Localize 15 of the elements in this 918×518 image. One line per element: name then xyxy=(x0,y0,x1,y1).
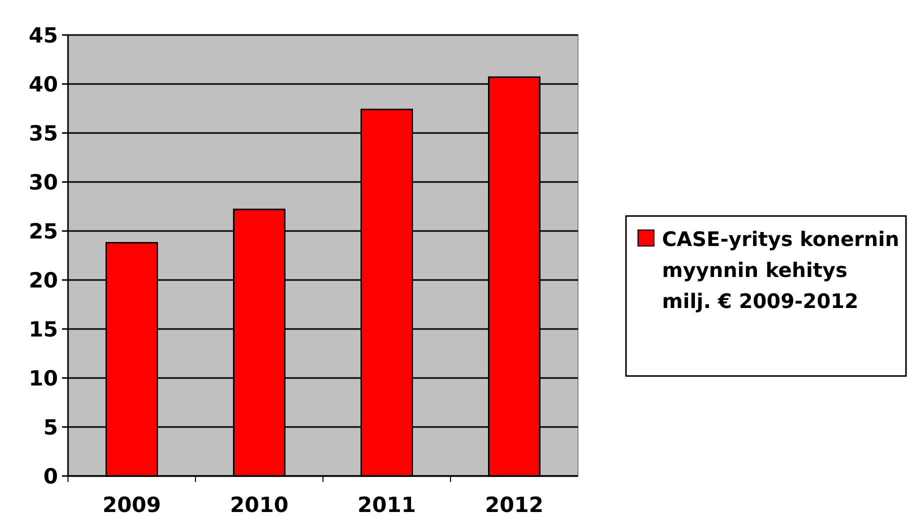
y-tick-label: 0 xyxy=(43,464,58,488)
x-tick-label: 2012 xyxy=(485,493,544,517)
y-tick-label: 45 xyxy=(28,23,58,48)
x-tick-label: 2009 xyxy=(102,493,161,517)
y-tick-label: 20 xyxy=(28,268,58,292)
y-tick-label: 40 xyxy=(28,72,58,96)
y-tick-label: 5 xyxy=(43,415,58,440)
y-tick-label: 30 xyxy=(28,170,58,194)
y-tick-label: 25 xyxy=(28,219,58,244)
x-tick-label: 2011 xyxy=(358,493,416,517)
x-tick-label: 2010 xyxy=(230,493,288,517)
y-tick-label: 10 xyxy=(28,366,58,390)
legend-label: CASE-yritys konernin myynnin kehitys milj. € 2009-2012 xyxy=(662,227,900,313)
y-tick-label: 35 xyxy=(28,121,58,146)
y-tick-label: 15 xyxy=(28,317,58,342)
